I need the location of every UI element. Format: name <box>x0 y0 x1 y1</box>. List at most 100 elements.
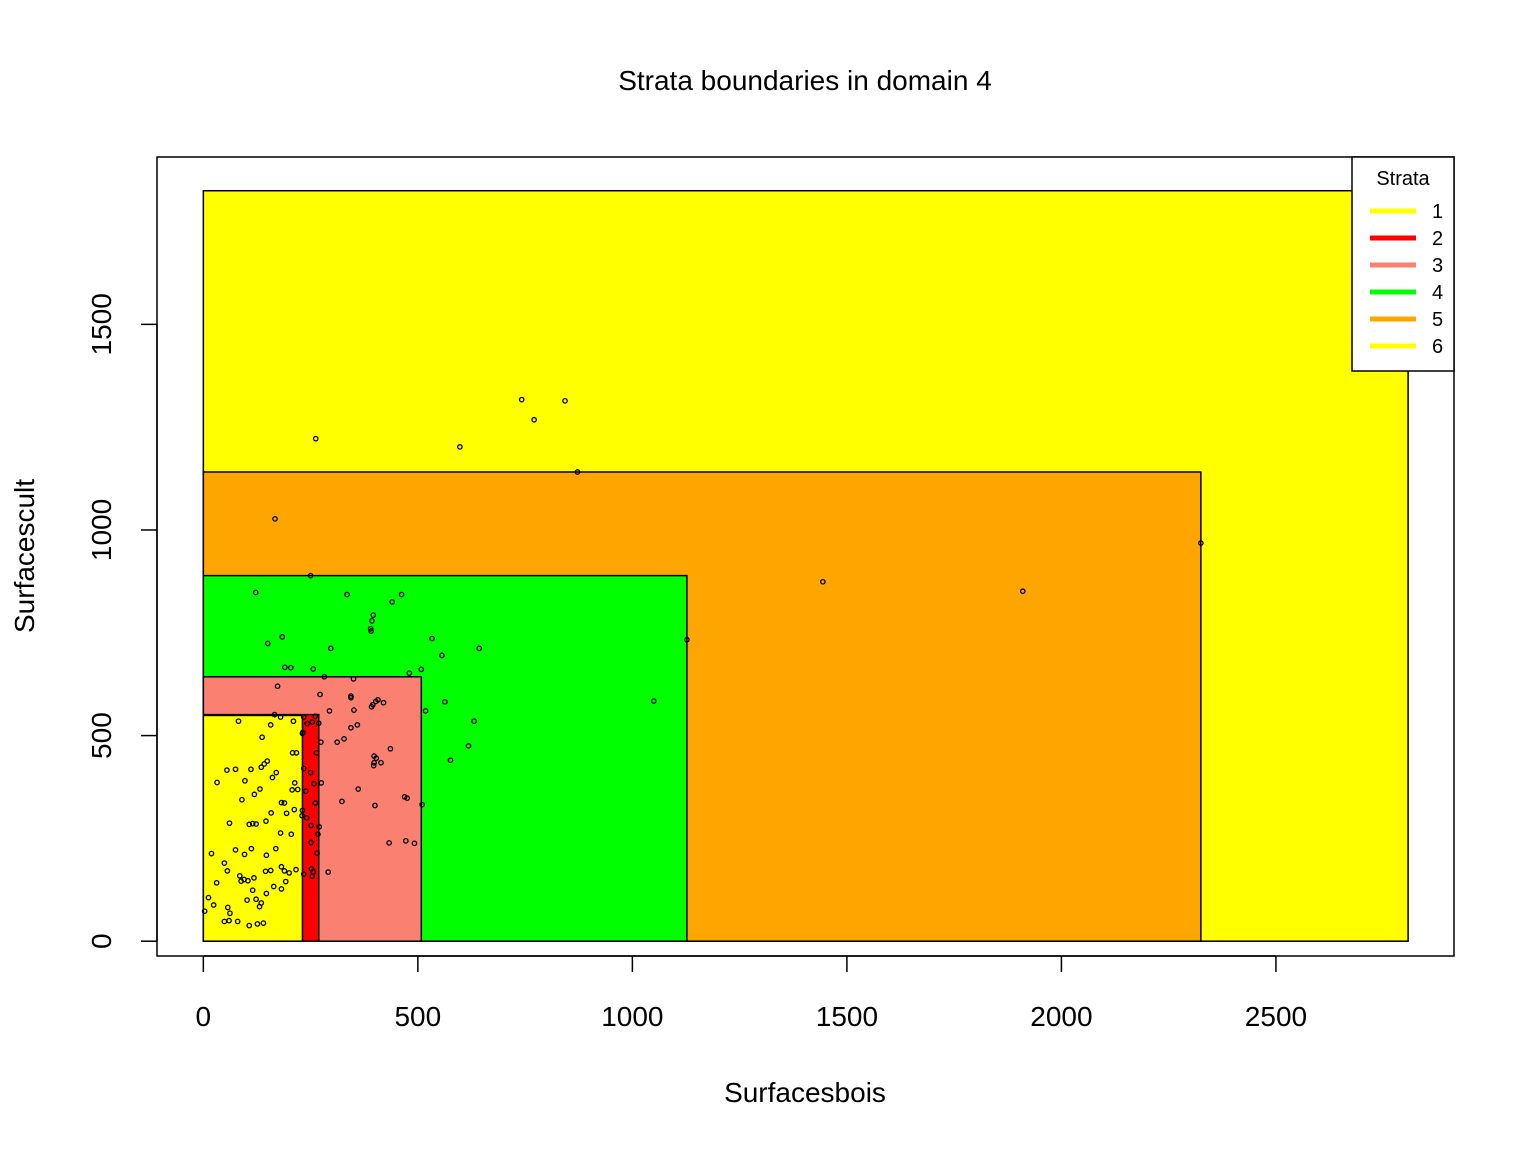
data-point <box>279 634 286 640</box>
data-point <box>291 806 298 813</box>
data-point <box>355 786 362 792</box>
data-point <box>419 801 425 808</box>
data-point <box>256 903 263 910</box>
data-point <box>205 894 212 901</box>
legend-entries: 1 2 3 4 5 6 <box>1370 201 1443 358</box>
data-point <box>249 820 256 827</box>
data-point <box>348 724 354 731</box>
x-axis: 0 500 1000 1500 2000 2500 <box>196 955 1307 1032</box>
data-point <box>271 711 278 718</box>
data-point <box>308 865 315 872</box>
data-point <box>317 691 323 698</box>
data-point <box>309 719 316 725</box>
data-point <box>254 921 261 927</box>
legend-label-5: 5 <box>1432 309 1443 331</box>
data-point <box>221 918 228 925</box>
data-point <box>367 625 374 632</box>
legend-label-6: 6 <box>1432 336 1443 358</box>
data-point <box>263 852 270 859</box>
data-point <box>341 736 347 742</box>
data-point <box>224 868 231 874</box>
data-point <box>344 591 350 598</box>
legend-label-2: 2 <box>1432 228 1443 250</box>
data-point <box>253 896 259 903</box>
data-point <box>272 845 279 852</box>
data-point <box>261 761 268 767</box>
data-point <box>264 758 271 764</box>
data-point <box>282 664 288 671</box>
y-tick-label: 500 <box>86 712 117 759</box>
y-tick-label: 0 <box>86 933 117 949</box>
data-point <box>246 922 253 929</box>
x-tick-label: 500 <box>394 1001 441 1032</box>
data-point <box>820 578 826 585</box>
data-point <box>257 786 263 792</box>
data-point <box>307 572 314 579</box>
data-point <box>372 698 379 705</box>
data-point <box>300 714 307 720</box>
data-point <box>304 720 311 727</box>
data-point <box>232 766 239 773</box>
data-point <box>300 729 306 736</box>
data-point <box>1198 540 1204 546</box>
data-point <box>293 750 300 756</box>
y-axis: 0 500 1000 1500 <box>86 293 158 949</box>
data-point <box>312 713 319 720</box>
data-point <box>221 860 228 866</box>
data-point <box>288 831 295 838</box>
data-point <box>308 839 314 846</box>
data-point <box>251 791 258 798</box>
data-point <box>224 904 231 911</box>
data-point <box>283 810 290 817</box>
data-point <box>368 628 374 634</box>
data-point <box>281 868 288 874</box>
data-point <box>439 652 445 659</box>
data-point <box>684 636 690 643</box>
legend-label-3: 3 <box>1432 255 1443 277</box>
data-point <box>1019 588 1026 595</box>
data-point <box>294 786 301 793</box>
x-tick-label: 0 <box>196 1001 212 1032</box>
data-point <box>310 666 317 672</box>
data-point <box>208 850 215 857</box>
data-point <box>249 887 256 894</box>
data-point <box>350 675 357 682</box>
data-point <box>244 897 250 903</box>
legend-label-1: 1 <box>1432 201 1443 223</box>
data-point <box>402 838 409 844</box>
data-point <box>312 800 319 806</box>
data-point <box>404 795 410 801</box>
data-point <box>264 640 271 647</box>
data-point <box>267 722 274 728</box>
data-point <box>325 869 332 875</box>
data-point <box>406 670 413 676</box>
data-point <box>348 693 354 699</box>
data-point <box>278 863 285 870</box>
data-point <box>386 840 392 846</box>
data-point <box>387 745 394 752</box>
x-tick-label: 1500 <box>816 1001 878 1032</box>
data-point <box>277 830 284 836</box>
data-point <box>291 780 298 786</box>
data-point <box>429 635 435 642</box>
data-point <box>236 872 243 879</box>
data-point <box>371 759 377 766</box>
data-point <box>389 599 395 605</box>
data-point <box>286 870 292 876</box>
data-point <box>224 767 230 773</box>
data-point <box>263 890 270 897</box>
data-point <box>326 708 333 714</box>
data-point <box>398 591 405 598</box>
data-point <box>227 910 233 917</box>
data-point <box>290 718 297 725</box>
stratum-1-rect <box>202 714 304 942</box>
data-point <box>252 589 259 596</box>
data-point <box>471 718 477 725</box>
data-point <box>248 766 254 773</box>
data-point <box>447 757 454 764</box>
data-point <box>242 777 248 784</box>
data-point <box>300 871 307 878</box>
data-point <box>313 750 320 756</box>
data-point <box>327 645 334 652</box>
data-point <box>232 847 239 853</box>
